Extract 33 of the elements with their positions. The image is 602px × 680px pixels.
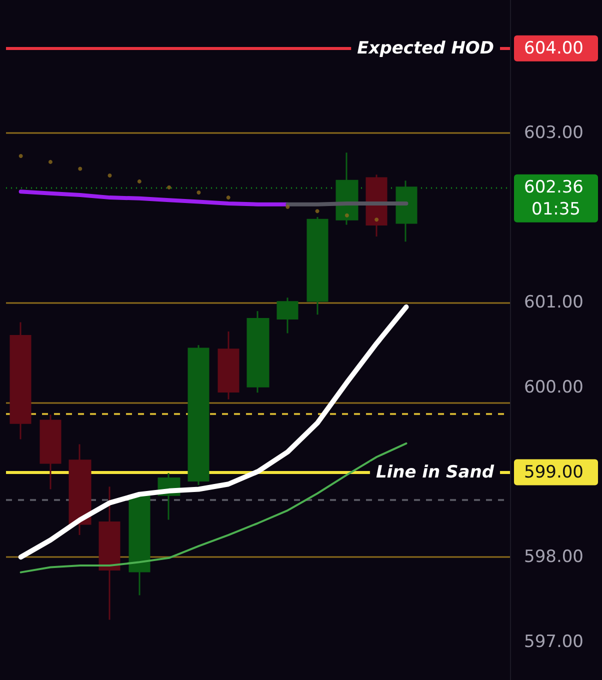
point bbox=[374, 218, 379, 222]
point bbox=[48, 160, 52, 164]
point bbox=[226, 196, 230, 200]
point bbox=[78, 166, 82, 171]
candlestick bbox=[276, 296, 298, 334]
candlestick bbox=[68, 444, 92, 536]
candlestick bbox=[10, 321, 32, 440]
y-tick-label: 597.00 bbox=[524, 632, 584, 652]
candlestick bbox=[306, 216, 328, 316]
point bbox=[137, 179, 142, 184]
y-tick-label: 604.00 bbox=[524, 38, 584, 58]
y-tick-label: 603.00 bbox=[524, 123, 584, 144]
candlestick bbox=[188, 344, 210, 486]
candlestick bbox=[218, 330, 240, 400]
point bbox=[18, 154, 23, 158]
candlestick bbox=[40, 414, 62, 490]
y-tick-label: 601.00 bbox=[524, 292, 584, 313]
candlestick bbox=[396, 180, 418, 242]
point bbox=[108, 174, 112, 178]
point bbox=[344, 213, 349, 218]
candlestick bbox=[246, 310, 270, 394]
y-tick-label: 602.36 bbox=[524, 177, 584, 198]
point bbox=[196, 190, 201, 194]
y-tick-label: 598.00 bbox=[524, 547, 584, 568]
point bbox=[315, 209, 320, 214]
point bbox=[167, 185, 172, 190]
point bbox=[286, 204, 290, 209]
ref-line-label: Line in Sand bbox=[376, 462, 495, 482]
y-tick-label: 599.00 bbox=[524, 462, 584, 482]
candlestick bbox=[98, 486, 120, 621]
text: 01:35 bbox=[532, 199, 580, 220]
ref-line-label: Expected HOD bbox=[357, 38, 494, 58]
y-tick-label: 600.00 bbox=[524, 377, 584, 398]
